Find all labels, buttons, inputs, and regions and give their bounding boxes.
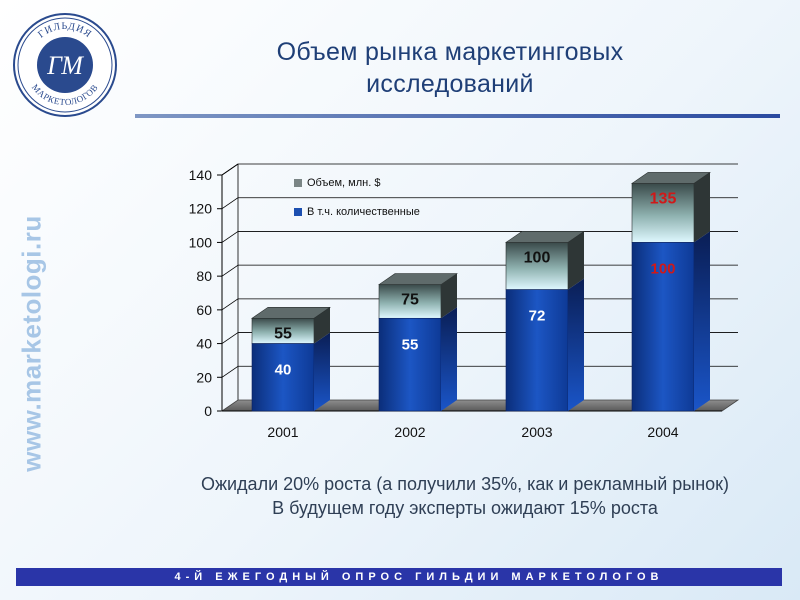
data-label-quant: 72 — [529, 308, 546, 325]
grid-line-side — [221, 365, 239, 378]
wall-top-edge — [221, 163, 239, 176]
bar-total-side — [568, 231, 584, 290]
bar-total-front — [505, 242, 569, 290]
x-tick-label: 2002 — [394, 424, 425, 440]
bar-top-face — [631, 172, 711, 184]
title-divider — [135, 114, 780, 118]
data-label-total: 100 — [524, 249, 551, 266]
grid-line-side — [221, 231, 239, 243]
legend-label: В т.ч. количественные — [307, 206, 420, 218]
x-tick-label: 2003 — [521, 424, 552, 440]
logo-monogram: ГМ — [46, 51, 84, 80]
bar-total-front — [378, 284, 442, 319]
x-tick-label: 2001 — [267, 424, 298, 440]
title-line-1: Объем рынка маркетинговых — [276, 38, 624, 66]
title-line-2: исследований — [366, 70, 534, 98]
grid-line-side — [221, 298, 239, 311]
bar-total-side — [441, 273, 457, 319]
y-tick-label: 40 — [196, 336, 212, 352]
bar-total-side — [314, 307, 330, 344]
legend-swatch — [294, 208, 302, 216]
y-tick-label: 60 — [196, 302, 212, 318]
data-label-quant: 100 — [650, 260, 675, 277]
note-line-1: Ожидали 20% роста (а получили 35%, как и… — [200, 474, 730, 494]
x-tick-label: 2004 — [647, 424, 678, 440]
bar-quant-side — [314, 332, 330, 411]
data-label-total: 135 — [650, 190, 677, 207]
grid-line-side — [221, 264, 239, 277]
grid-line-side — [221, 332, 239, 344]
grid-line-side — [221, 197, 239, 210]
bar-total-side — [694, 172, 710, 243]
data-label-quant: 40 — [275, 362, 292, 379]
data-label-total: 55 — [274, 325, 292, 342]
page-title: Объем рынка маркетинговых исследований — [150, 36, 750, 100]
bar-quant-front — [378, 317, 442, 412]
bar-quant-front — [251, 343, 315, 412]
y-tick-label: 100 — [189, 234, 213, 250]
y-tick-label: 20 — [196, 369, 212, 385]
bar-quant-side — [568, 278, 584, 411]
bar-top-face — [251, 306, 331, 319]
bar-quant-front — [505, 289, 569, 412]
data-label-total: 75 — [401, 292, 419, 309]
bar-quant-side — [694, 231, 710, 411]
bar-quant-front — [631, 242, 695, 412]
bar-top-face — [378, 273, 458, 285]
y-tick-label: 80 — [196, 268, 212, 284]
note-line-2: В будущем году эксперты ожидают 15% рост… — [272, 498, 658, 518]
legend-swatch — [294, 179, 302, 187]
bar-total-front — [631, 183, 695, 243]
y-tick-label: 120 — [189, 201, 213, 217]
y-tick-label: 0 — [204, 403, 212, 419]
legend-label: Объем, млн. $ — [307, 177, 380, 189]
bar-top-face — [505, 231, 585, 243]
bar-quant-side — [441, 307, 457, 411]
y-tick-label: 140 — [189, 167, 213, 183]
guild-logo: ГИЛЬДИЯ МАРКЕТОЛОГОВ ГМ — [13, 13, 117, 117]
footer-banner: 4-Й ЕЖЕГОДНЫЙ ОПРОС ГИЛЬДИИ МАРКЕТОЛОГОВ — [16, 568, 782, 586]
data-label-quant: 55 — [402, 336, 419, 353]
bar-chart: 0 20 40 60 80 100 120 140 55 40 2001 75 55 2002 100 72 2… — [189, 163, 740, 440]
